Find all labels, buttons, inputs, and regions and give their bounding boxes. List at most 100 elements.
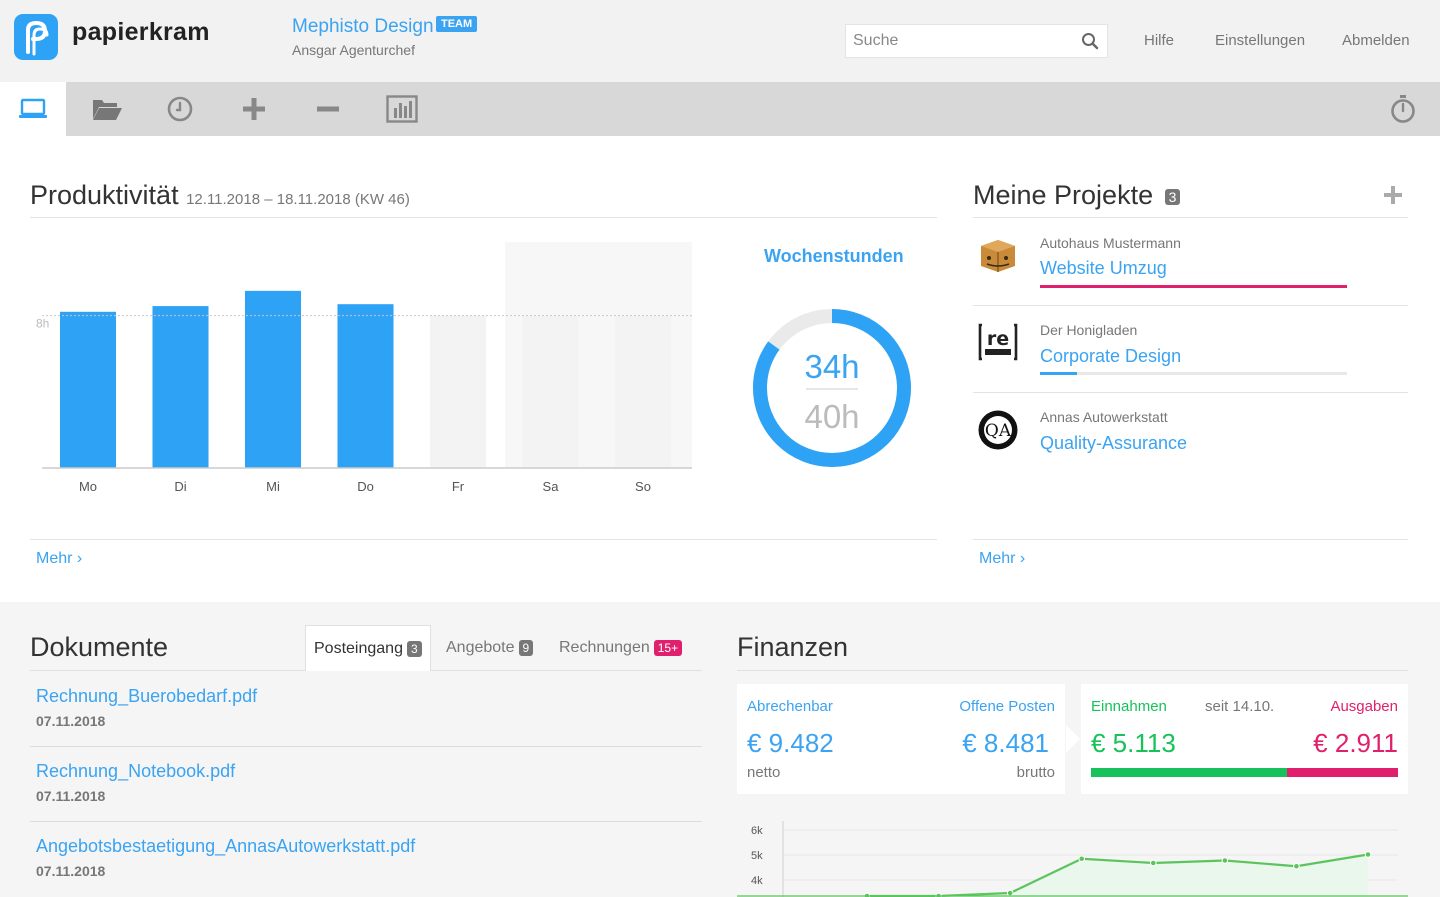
toolbar-reports[interactable] [369,82,435,136]
projects-count: 3 [1164,188,1181,205]
search-box [845,24,1108,58]
weekly-hours-arc [753,309,911,467]
toolbar-stopwatch[interactable] [1370,82,1436,136]
project-client: Der Honigladen [1040,322,1138,338]
company-name[interactable]: Mephisto Design [292,16,434,37]
projects-heading: Meine Projekte [973,180,1154,210]
productivity-title: Produktivität 12.11.2018 – 18.11.2018 (K… [30,180,410,211]
document-link[interactable]: Rechnung_Buerobedarf.pdf [36,686,258,706]
bar-mo[interactable] [60,311,116,468]
divider [973,392,1408,393]
document-date: 07.11.2018 [36,788,106,804]
search-input[interactable] [846,25,1066,57]
x-tick-label: Di [174,479,186,494]
documents-title: Dokumente [30,632,169,662]
reference-label: 8h [36,317,49,331]
project-client: Annas Autowerkstatt [1040,409,1168,425]
productivity-date-range: 12.11.2018 – 18.11.2018 (KW 46) [186,191,410,208]
tab-angebote[interactable]: Angebote 9 [446,625,534,671]
productivity-heading: Produktivität [30,180,179,210]
weekly-hours-done: 34h [804,348,859,385]
bar-sa[interactable] [522,315,579,468]
project-link-quality-assurance[interactable]: Quality-Assurance [1040,433,1188,453]
laptop-icon [19,98,47,118]
brand-name: papierkram [72,18,210,46]
papierkram-logo-icon[interactable] [14,14,60,62]
income-value: € 5.113 [1091,728,1176,758]
bar-so[interactable] [615,315,671,468]
toolbar-add[interactable] [221,82,287,136]
toolbar-time[interactable] [147,82,213,136]
line-point[interactable] [1078,855,1086,863]
expense-label: Ausgaben [1330,698,1398,715]
productivity-more-link[interactable]: Mehr › [36,550,83,567]
project-progress-bar [1040,372,1347,375]
toolbar [0,82,1440,136]
qa-seal-icon: QA [978,410,1018,450]
bar-mi[interactable] [245,290,301,468]
line-point[interactable] [1221,857,1229,864]
divider [30,746,702,747]
tab-rechnungen[interactable]: Rechnungen 15+ [559,625,683,671]
top-bar: papierkram Mephisto Design TEAM Ansgar A… [0,0,1440,82]
toolbar-subtract[interactable] [295,82,361,136]
tab-count: 9 [518,640,534,656]
divider [973,305,1408,306]
project-progress-fill [1040,372,1077,375]
line-point[interactable] [1364,851,1372,858]
billable-sub: netto [747,764,781,781]
productivity-bar-chart: Mo Di Mi Do Fr Sa So 8h [36,242,692,494]
bar-di[interactable] [152,306,209,468]
project-progress-bar [1040,285,1347,288]
divider [30,217,937,218]
x-tick-label: Sa [543,479,560,494]
income-label: Einnahmen [1091,698,1167,715]
income-expense-card[interactable]: Einnahmen seit 14.10. Ausgaben € 5.113 €… [1081,684,1408,794]
x-tick-label: Mo [79,479,97,494]
divider [737,670,1408,671]
line-point[interactable] [1149,859,1157,867]
billable-label: Abrechenbar [747,698,833,715]
projects-more-link[interactable]: Mehr › [979,550,1026,567]
line-area [867,854,1368,897]
plus-icon [243,98,265,120]
y-tick-label: 6k [751,825,763,837]
svg-text:re: re [987,328,1009,350]
document-link[interactable]: Rechnung_Notebook.pdf [36,761,236,781]
project-progress-fill [1040,285,1347,288]
projects-title: Meine Projekte 3 [973,180,1181,211]
line-point[interactable] [1006,889,1014,897]
open-items-value: € 8.481 [962,728,1049,758]
y-tick-label: 5k [751,850,763,862]
toolbar-dashboard[interactable] [0,82,66,136]
weekly-hours-label: Wochenstunden [764,246,904,266]
tab-label: Rechnungen [559,639,650,656]
x-tick-label: Mi [266,479,280,494]
project-link-website-umzug[interactable]: Website Umzug [1040,258,1167,278]
bar-do[interactable] [337,304,394,468]
x-tick-label: Do [357,479,374,494]
tab-posteingang[interactable]: Posteingang 3 [305,625,431,671]
y-tick-label: 4k [751,875,763,887]
divider [973,539,1408,540]
settings-link[interactable]: Einstellungen [1215,32,1306,49]
box-icon [981,240,1015,272]
toolbar-documents[interactable] [74,82,140,136]
weekly-hours-donut: 34h 40h [753,309,911,467]
tab-count: 3 [406,641,422,657]
logout-link[interactable]: Abmelden [1342,32,1410,49]
bar-fr[interactable] [430,315,486,468]
expense-value: € 2.911 [1313,728,1398,758]
help-link[interactable]: Hilfe [1144,32,1175,49]
re-design-icon: re [978,323,1018,361]
project-link-corporate-design[interactable]: Corporate Design [1040,346,1182,366]
add-project-icon[interactable] [1384,186,1402,204]
clock-icon [167,96,193,122]
search-icon[interactable] [1081,32,1099,50]
line-point[interactable] [1293,862,1300,870]
billable-card[interactable]: Abrechenbar Offene Posten € 9.482 € 8.48… [737,684,1065,794]
document-link[interactable]: Angebotsbestaetigung_AnnasAutowerkstatt.… [36,836,416,856]
chevron-right-icon [1066,725,1080,753]
svg-text:QA: QA [985,421,1012,441]
divider [30,539,937,540]
